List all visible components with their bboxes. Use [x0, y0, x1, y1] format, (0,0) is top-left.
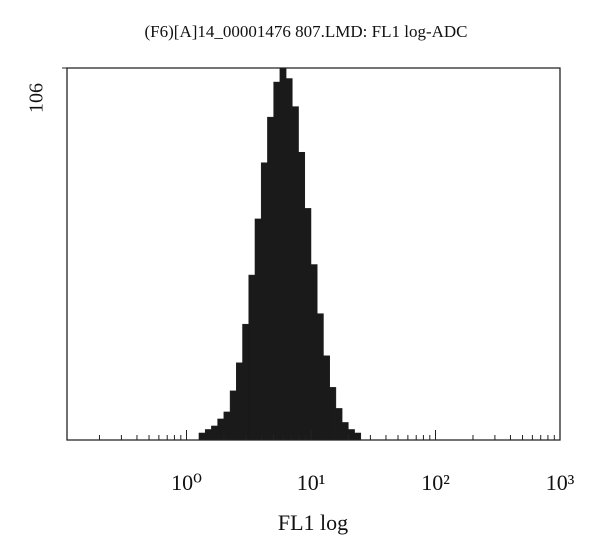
bar [335, 408, 343, 441]
bar [248, 274, 256, 441]
bar [267, 116, 274, 441]
bar [217, 418, 225, 441]
x-tick-label: 10³ [546, 470, 575, 495]
bar [236, 362, 243, 441]
x-axis-label: FL1 log [278, 510, 348, 535]
bar [323, 355, 330, 441]
bar [316, 313, 324, 441]
x-tick-label: 10⁰ [171, 470, 202, 495]
bar [260, 162, 268, 441]
x-tick-label: 10² [421, 470, 450, 495]
bar [204, 429, 212, 441]
bar [211, 425, 218, 441]
bar [329, 387, 337, 441]
bar [298, 151, 306, 441]
bar [341, 422, 349, 441]
bar [242, 323, 249, 441]
bar [229, 390, 237, 441]
bar [310, 264, 318, 441]
y-tick-label: 106 [26, 83, 48, 113]
x-tick-label: 10¹ [297, 470, 326, 495]
bar [273, 81, 281, 441]
bar [223, 411, 231, 441]
bar [304, 208, 312, 441]
bar [292, 106, 299, 441]
bar [348, 429, 355, 441]
bar [354, 432, 362, 441]
chart-title: (F6)[A]14_00001476 807.LMD: FL1 log-ADC [145, 22, 468, 41]
bar [285, 78, 293, 441]
bar [198, 432, 206, 441]
bar [279, 67, 287, 441]
bar [254, 218, 262, 441]
